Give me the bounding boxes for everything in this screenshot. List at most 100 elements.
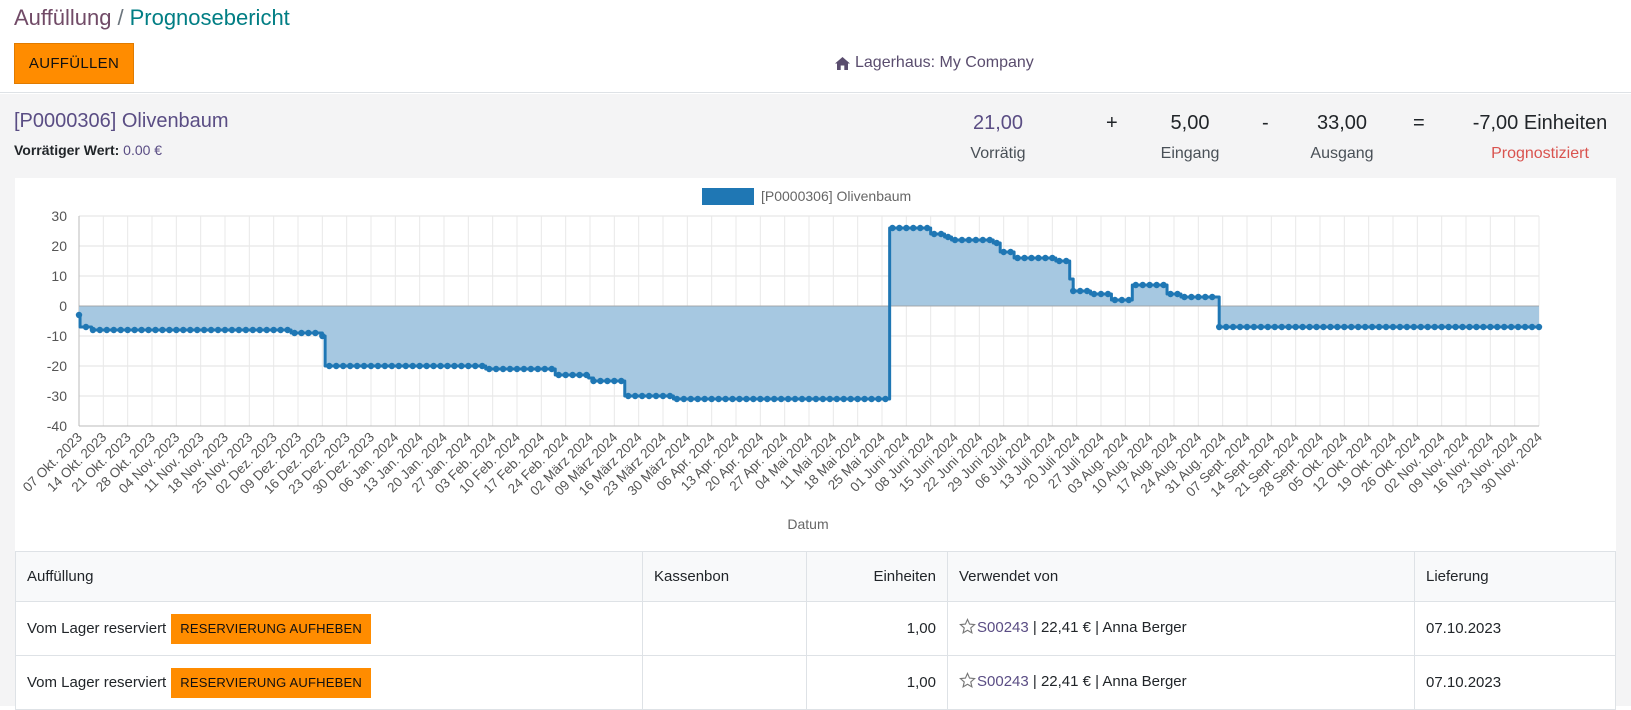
series-point [1535,323,1543,331]
series-point [465,362,472,370]
series-point [437,362,444,370]
series-point [562,371,569,379]
series-point [631,392,639,400]
series-point [1417,323,1425,331]
breadcrumb-current: Prognosebericht [129,5,290,30]
series-point [1487,323,1494,331]
replenishment-cell: Vom Lager reserviert RESERVIERUNG AUFHEBE… [15,655,643,710]
replenish-button[interactable]: AUFFÜLLEN [14,43,134,84]
forecast-table: Auffüllung Kassenbon Einheiten Verwendet… [15,551,1616,710]
table-header-row: Auffüllung Kassenbon Einheiten Verwendet… [15,551,1616,602]
series-point [96,326,104,334]
series-point [1209,293,1216,301]
replenishment-text: Vom Lager reserviert [27,673,167,691]
unreserve-button[interactable]: RESERVIERUNG AUFHEBEN [171,613,371,644]
series-point [1174,290,1181,298]
series-point [791,395,799,403]
series-point [333,362,340,370]
series-point [541,365,549,373]
series-point [1445,323,1452,331]
series-point [1507,323,1515,331]
sale-order-link[interactable]: S00243 [977,619,1029,636]
series-point [1292,323,1299,331]
series-point [499,365,507,373]
series-point [854,395,861,403]
series-point [1306,323,1313,331]
series-point [1368,323,1376,331]
series-point [1480,323,1487,331]
forecast-label: Prognostiziert [1491,145,1589,162]
series-point [1007,248,1014,256]
series-point [715,395,722,403]
warehouse-filter[interactable]: Lagerhaus: My Company [835,54,1034,72]
series-point [1459,323,1466,331]
series-point [1042,254,1049,262]
series-point [263,326,270,334]
series-point [1104,290,1112,298]
table-row: Vom Lager reserviert RESERVIERUNG AUFHEBE… [15,601,1616,656]
series-point [152,326,159,334]
series-point [1229,323,1237,331]
series-point [1313,323,1320,331]
series-point [1097,290,1105,298]
series-point [103,326,111,334]
series-point [131,326,138,334]
series-point [423,362,430,370]
series-point [625,392,632,400]
y-tick-label: -40 [47,418,67,434]
warehouse-label: Lagerhaus: My Company [855,54,1034,71]
delivery-cell: 07.10.2023 [1414,601,1616,656]
series-point [1195,293,1202,301]
series-point [805,395,813,403]
series-point [1257,323,1265,331]
star-icon[interactable] [959,672,976,693]
breadcrumb-parent[interactable]: Auffüllung [14,5,112,30]
series-point [555,371,562,379]
series-point [117,326,124,334]
series-point [485,365,493,373]
series-point [1389,323,1397,331]
y-tick-label: 30 [51,208,67,224]
stock-value-label: Vorrätiger Wert: [14,142,120,158]
series-point [520,365,528,373]
series-point [187,326,194,334]
series-point [1118,296,1126,304]
series-point [1069,287,1077,295]
series-point [1355,323,1362,331]
series-point [576,371,583,379]
series-point [1278,323,1285,331]
series-point [958,236,966,244]
sale-order-link[interactable]: S00243 [977,673,1029,690]
series-point [590,377,597,385]
replenishment-text: Vom Lager reserviert [27,619,167,637]
series-point [339,362,347,370]
star-icon[interactable] [959,618,976,639]
series-point [200,326,208,334]
series-point [1431,323,1438,331]
series-point [1285,323,1292,331]
product-title[interactable]: [P0000306] Olivenbaum [14,110,229,132]
series-point [889,224,896,232]
series-point [1382,323,1390,331]
series-point [1334,323,1341,331]
series-point [1396,323,1404,331]
series-point [1327,323,1334,331]
series-point [312,329,319,337]
series-point [979,236,987,244]
plus-operator: + [1106,112,1118,134]
series-point [777,395,785,403]
column-header-replenishment: Auffüllung [15,551,643,602]
series-point [451,362,458,370]
unreserve-button[interactable]: RESERVIERUNG AUFHEBEN [171,667,371,698]
breadcrumb-separator: / [117,5,124,30]
outgoing-value: 33,00 [1316,112,1368,134]
series-point [506,365,514,373]
series-point [882,395,889,403]
series-point [847,395,854,403]
series-point [729,395,736,403]
on-hand-value[interactable]: 21,00 [972,112,1024,134]
series-point [548,365,555,373]
series-point [1014,254,1021,262]
series-area [79,228,1539,399]
series-point [764,395,771,403]
